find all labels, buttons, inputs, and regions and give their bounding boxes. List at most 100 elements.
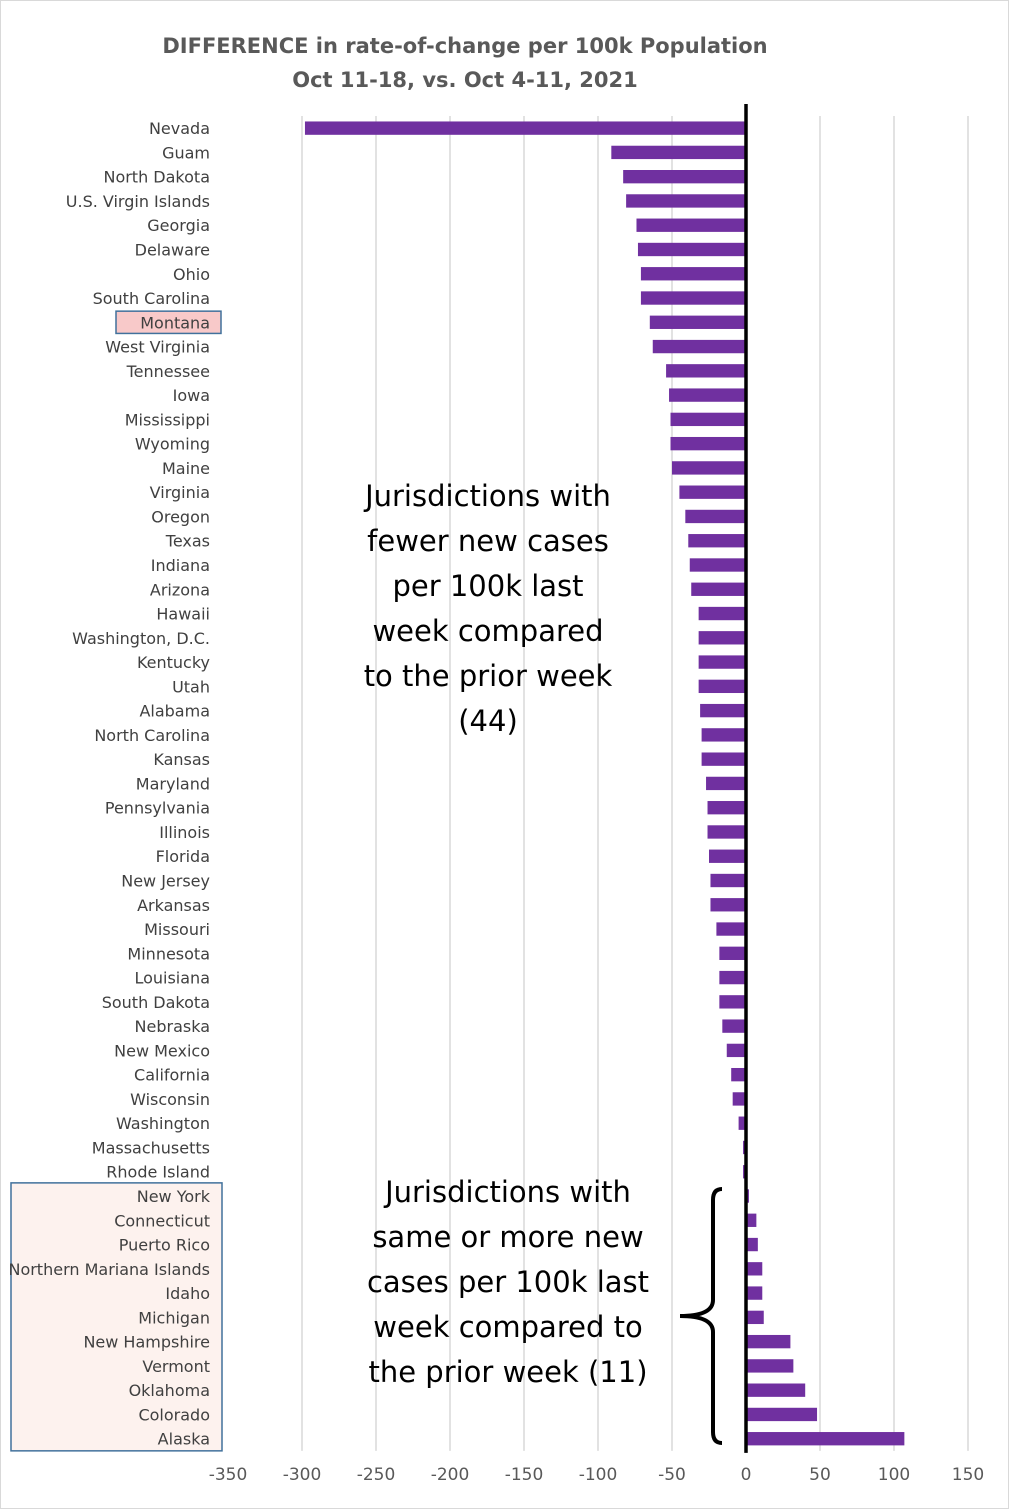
bar <box>698 679 746 694</box>
bar <box>649 315 746 329</box>
category-label: Vermont <box>142 1357 210 1376</box>
tick-label: 0 <box>741 1465 752 1485</box>
bar <box>698 631 746 645</box>
annotation-line: same or more new <box>372 1220 644 1254</box>
category-label: Indiana <box>151 556 210 575</box>
category-label: Washington <box>116 1114 210 1133</box>
bar <box>710 873 746 888</box>
bar <box>611 145 746 160</box>
category-label: Alabama <box>139 702 210 721</box>
bar <box>746 1407 818 1422</box>
annotation-line: Jurisdictions with <box>385 1175 631 1209</box>
highlight-box <box>115 310 222 335</box>
bar <box>652 339 746 354</box>
tick-label: -100 <box>579 1465 618 1485</box>
bar <box>670 412 746 427</box>
bar <box>623 170 746 184</box>
bar <box>666 364 746 378</box>
category-label: Connecticut <box>114 1211 210 1230</box>
category-label: Georgia <box>147 216 210 235</box>
annotation-line: per 100k last <box>392 569 584 603</box>
annotation-line: cases per 100k last <box>366 1265 650 1299</box>
category-label: West Virginia <box>105 338 210 357</box>
bar <box>726 1043 746 1058</box>
category-label: Minnesota <box>127 944 210 963</box>
category-label: Maine <box>162 459 210 478</box>
category-label: Idaho <box>165 1284 210 1303</box>
bar <box>672 461 746 475</box>
tick-label: -250 <box>357 1465 396 1485</box>
tick-label: 100 <box>878 1465 910 1485</box>
annotation-line: to the prior week <box>363 659 613 693</box>
category-label: North Carolina <box>94 726 210 745</box>
category-label: U.S. Virgin Islands <box>66 192 210 211</box>
bar <box>732 1092 746 1106</box>
bar <box>738 1116 746 1130</box>
tick-label: -50 <box>658 1465 686 1485</box>
category-label: South Carolina <box>93 289 210 308</box>
bar <box>640 267 746 281</box>
chart-subtitle: Oct 11-18, vs. Oct 4-11, 2021 <box>292 68 638 92</box>
category-label: Wisconsin <box>130 1090 210 1109</box>
bar <box>707 801 746 815</box>
category-label: Mississippi <box>125 410 210 429</box>
category-label: California <box>134 1066 210 1085</box>
annotation-line: (44) <box>458 704 518 738</box>
category-label: New York <box>137 1187 211 1206</box>
annotation-line: week compared <box>372 614 604 648</box>
bar <box>669 388 746 402</box>
bracket <box>679 1187 723 1445</box>
annotation-line: the prior week (11) <box>368 1355 648 1389</box>
category-label: Arkansas <box>137 896 210 915</box>
category-label: Kentucky <box>137 653 210 672</box>
bar <box>707 825 746 839</box>
category-label: South Dakota <box>102 993 210 1012</box>
bar <box>670 436 746 451</box>
bar <box>746 1286 763 1300</box>
bar <box>746 1432 905 1446</box>
category-label: Arizona <box>150 580 210 599</box>
bar <box>698 606 746 621</box>
bar <box>304 121 746 135</box>
category-label: Utah <box>172 677 210 696</box>
category-label: Massachusetts <box>92 1138 210 1157</box>
group-box <box>10 1182 223 1452</box>
category-label: Delaware <box>135 240 210 259</box>
bar <box>706 776 746 791</box>
bar <box>700 703 746 718</box>
bar <box>689 558 746 572</box>
category-label: Virginia <box>150 483 210 502</box>
bar <box>746 1334 791 1349</box>
bar <box>719 946 746 960</box>
bar <box>746 1213 757 1227</box>
bar <box>746 1310 764 1325</box>
category-label: Colorado <box>138 1405 210 1424</box>
tick-label: -350 <box>209 1465 248 1485</box>
chart-title: DIFFERENCE in rate-of-change per 100k Po… <box>162 34 768 58</box>
category-label: Louisiana <box>134 969 210 988</box>
category-label: Washington, D.C. <box>72 629 210 648</box>
category-label: Oklahoma <box>129 1381 210 1400</box>
category-label: Maryland <box>136 774 210 793</box>
bar <box>716 922 746 936</box>
annotation-line: fewer new cases <box>367 524 609 558</box>
bar <box>640 291 746 305</box>
category-label: Missouri <box>144 920 210 939</box>
category-label: Nevada <box>149 119 210 138</box>
bar <box>746 1383 806 1397</box>
bar <box>746 1359 794 1373</box>
tick-label: -200 <box>431 1465 470 1485</box>
category-label: Illinois <box>159 823 210 842</box>
annotation-fewer-cases: Jurisdictions with fewer new cases per 100… <box>340 474 636 744</box>
category-label: New Hampshire <box>83 1333 210 1352</box>
category-label: New Jersey <box>121 872 210 891</box>
bar <box>701 728 746 742</box>
bar <box>746 1237 758 1252</box>
bar <box>710 898 746 912</box>
tick-label: 50 <box>809 1465 831 1485</box>
category-label: Nebraska <box>135 1017 210 1036</box>
annotation-more-cases: Jurisdictions with same or more new cases … <box>348 1170 668 1395</box>
bar <box>709 849 746 863</box>
category-label: Rhode Island <box>106 1163 210 1182</box>
